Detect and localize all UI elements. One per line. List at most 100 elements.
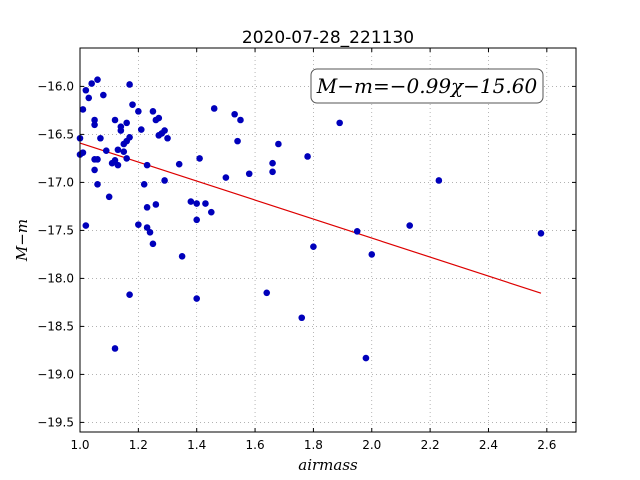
data-point	[178, 253, 186, 260]
data-point	[149, 108, 157, 115]
equation-annotation: M−m=−0.99χ−15.60	[310, 68, 544, 104]
data-point	[88, 80, 95, 87]
data-point	[304, 153, 311, 160]
x-tick-label: 2.2	[421, 438, 440, 452]
data-point	[114, 146, 122, 154]
data-point	[102, 147, 110, 155]
data-point	[269, 168, 276, 176]
data-point	[362, 354, 370, 362]
chart-title: 2020-07-28_221130	[242, 28, 414, 48]
data-point	[94, 181, 101, 188]
data-point	[100, 91, 107, 99]
y-tick-label: −19.5	[37, 415, 74, 429]
data-point	[129, 101, 136, 108]
data-point	[135, 221, 142, 228]
data-point	[231, 110, 238, 118]
data-point	[79, 106, 87, 113]
data-point	[310, 243, 317, 251]
x-tick-label: 1.2	[129, 438, 148, 452]
data-point	[202, 200, 209, 207]
data-points	[76, 76, 545, 362]
data-point	[126, 133, 133, 141]
data-point	[97, 134, 104, 142]
data-point	[353, 228, 361, 235]
fit-line	[79, 142, 542, 294]
data-point	[94, 76, 101, 83]
annotation-text: M−m=−0.99χ−15.60	[316, 74, 538, 98]
data-point	[149, 240, 157, 248]
data-point	[336, 119, 343, 127]
x-axis-ticks: 1.0 1.2 1.4 1.6 1.8 2.0 2.2 2.4 2.6	[70, 48, 556, 452]
y-axis-ticks: −16.0 −16.5 −17.0 −17.5 −18.0 −18.5 −19.0 −19.5	[37, 79, 576, 429]
annotation-box	[310, 68, 544, 104]
data-point	[94, 156, 101, 163]
y-tick-label: −16.5	[37, 127, 74, 141]
data-point	[135, 108, 142, 115]
data-point	[196, 155, 203, 162]
data-point	[222, 174, 230, 181]
data-point	[368, 251, 376, 258]
data-point	[245, 170, 253, 178]
x-tick-label: 1.4	[187, 438, 206, 452]
data-point	[137, 126, 145, 133]
data-point	[143, 204, 151, 211]
data-point	[152, 201, 160, 208]
data-point	[143, 224, 151, 231]
x-tick-label: 1.8	[304, 438, 323, 452]
data-point	[82, 222, 90, 229]
data-point	[126, 81, 133, 88]
x-tick-label: 2.0	[362, 438, 381, 452]
data-point	[140, 181, 148, 188]
y-tick-label: −17.0	[37, 175, 74, 189]
data-point	[91, 116, 98, 124]
plot-frame	[79, 47, 577, 433]
data-point	[193, 200, 201, 207]
data-point	[193, 295, 201, 302]
y-tick-label: −19.0	[37, 367, 74, 381]
data-point	[269, 159, 276, 167]
data-point	[237, 116, 244, 124]
data-point	[105, 193, 113, 201]
data-point	[79, 149, 87, 156]
data-point	[207, 208, 215, 216]
data-point	[435, 177, 443, 184]
data-point	[275, 140, 282, 148]
data-point	[155, 114, 163, 122]
data-point	[187, 198, 195, 205]
data-point	[114, 161, 122, 169]
data-point	[175, 160, 183, 168]
data-point	[193, 216, 201, 224]
data-point	[91, 166, 98, 174]
data-point	[117, 123, 125, 131]
x-tick-label: 2.6	[537, 438, 556, 452]
x-tick-label: 2.4	[479, 438, 498, 452]
data-point	[126, 291, 133, 299]
data-point	[111, 116, 119, 124]
data-point	[120, 148, 128, 155]
data-point	[210, 105, 218, 112]
data-point	[298, 314, 306, 322]
data-point	[82, 86, 90, 94]
plot-area	[80, 48, 576, 432]
grid-lines	[79, 48, 576, 432]
data-point	[111, 345, 119, 352]
y-tick-label: −18.0	[37, 271, 74, 285]
y-tick-label: −18.5	[37, 319, 74, 333]
data-point	[85, 94, 93, 102]
x-tick-label: 1.6	[246, 438, 265, 452]
data-point	[143, 161, 151, 169]
data-point	[263, 289, 271, 297]
data-point	[111, 157, 119, 164]
data-point	[406, 222, 413, 229]
data-point	[537, 229, 545, 237]
data-point	[91, 121, 98, 129]
data-point	[146, 229, 154, 236]
y-tick-label: −16.0	[37, 79, 74, 93]
x-tick-label: 1.0	[70, 438, 89, 452]
y-axis-label: M−m	[13, 219, 31, 262]
data-point	[123, 119, 130, 127]
x-axis-label: airmass	[298, 456, 358, 474]
data-point	[123, 155, 130, 162]
data-point	[234, 137, 241, 145]
